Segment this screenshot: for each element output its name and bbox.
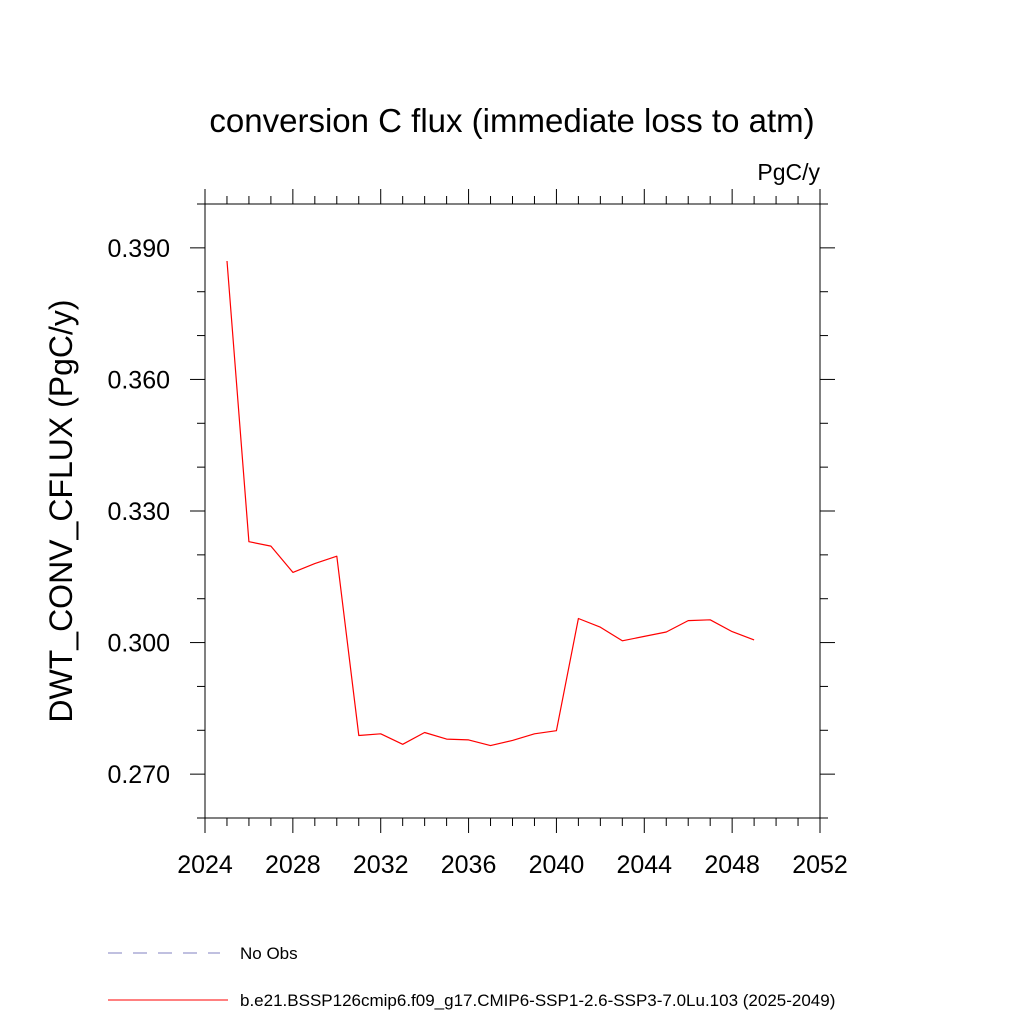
x-tick-label: 2032 <box>353 851 409 879</box>
x-tick-label: 2028 <box>265 851 321 879</box>
x-tick-label: 2044 <box>616 851 672 879</box>
x-tick-label: 2040 <box>529 851 585 879</box>
units-label: PgC/y <box>757 159 820 185</box>
y-tick-label: 0.300 <box>107 630 170 658</box>
y-tick-label: 0.330 <box>107 498 170 526</box>
plot-frame <box>204 203 821 819</box>
plot-lines <box>226 260 755 747</box>
x-tick-label: 2052 <box>792 851 848 879</box>
legend-label: b.e21.BSSP126cmip6.f09_g17.CMIP6-SSP1-2.… <box>240 991 835 1010</box>
series-line <box>226 260 755 747</box>
y-axis-label: DWT_CONV_CFLUX (PgC/y) <box>43 299 79 722</box>
legend-label: No Obs <box>240 944 298 963</box>
y-tick-label: 0.390 <box>107 235 170 263</box>
legend: No Obs b.e21.BSSP126cmip6.f09_g17.CMIP6-S… <box>108 944 835 1010</box>
y-tick-label: 0.360 <box>107 366 170 394</box>
axes: 2024 2028 2032 2036 2040 2044 2048 2052 0.270 0.3… <box>107 189 848 879</box>
chart-title: conversion C flux (immediate loss to atm… <box>209 102 814 139</box>
x-tick-label: 2036 <box>441 851 497 879</box>
x-tick-label: 2024 <box>177 851 233 879</box>
y-tick-label: 0.270 <box>107 761 170 789</box>
x-tick-label: 2048 <box>704 851 760 879</box>
